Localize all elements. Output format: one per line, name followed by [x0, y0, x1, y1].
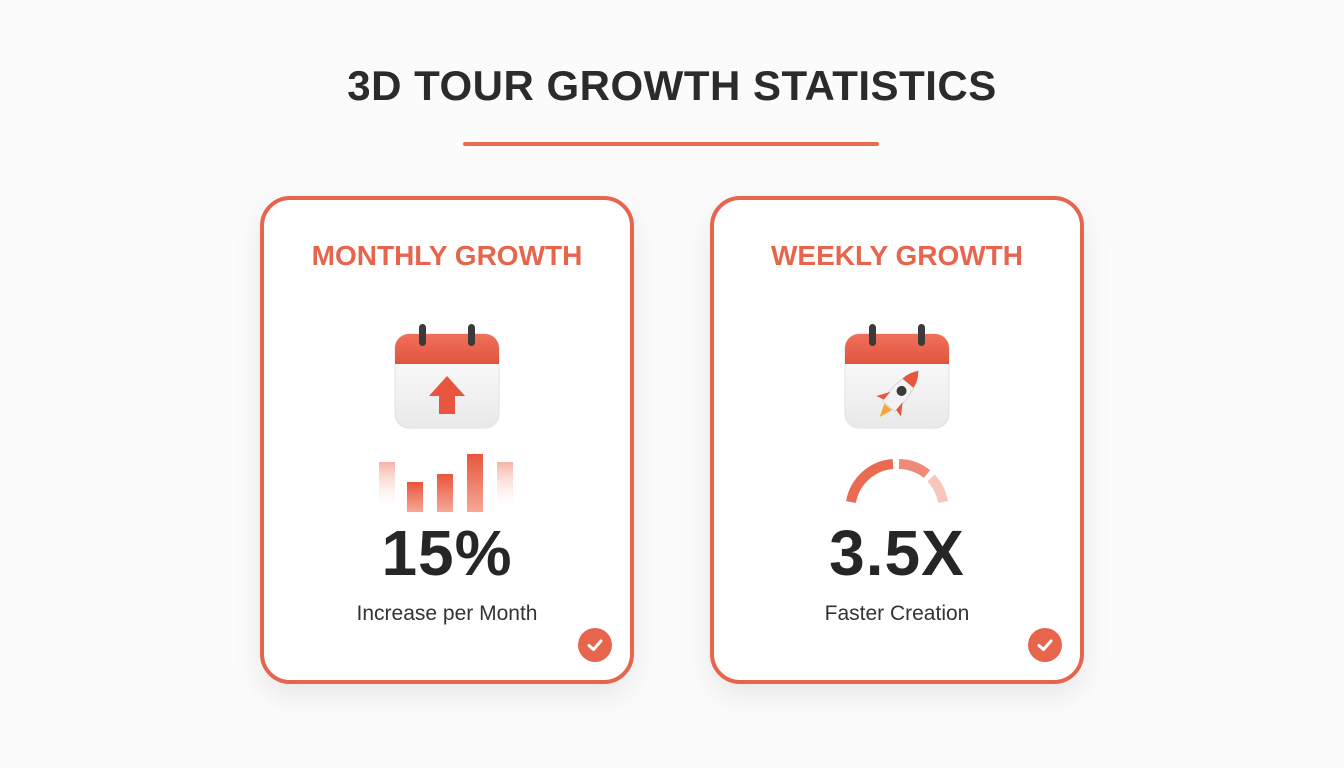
card-title: MONTHLY GROWTH — [311, 240, 583, 271]
stat-card-monthly: MONTHLY GROWTH — [260, 196, 634, 684]
check-icon — [578, 628, 612, 662]
calendar-rocket-icon — [841, 322, 953, 434]
title-divider — [463, 142, 879, 146]
bar-chart-icon — [377, 452, 517, 512]
stat-caption: Increase per Month — [356, 602, 538, 625]
check-icon — [1028, 628, 1062, 662]
calendar-up-arrow-icon — [391, 322, 503, 434]
stat-card-weekly: WEEKLY GROWTH — [710, 196, 1084, 684]
stat-caption: Faster Creation — [824, 602, 970, 625]
stat-value: 15% — [381, 517, 513, 589]
page-title: 3D TOUR GROWTH STATISTICS — [347, 62, 997, 109]
stat-value: 3.5X — [829, 517, 965, 589]
card-title: WEEKLY GROWTH — [770, 240, 1023, 271]
gauge-icon — [837, 458, 957, 510]
